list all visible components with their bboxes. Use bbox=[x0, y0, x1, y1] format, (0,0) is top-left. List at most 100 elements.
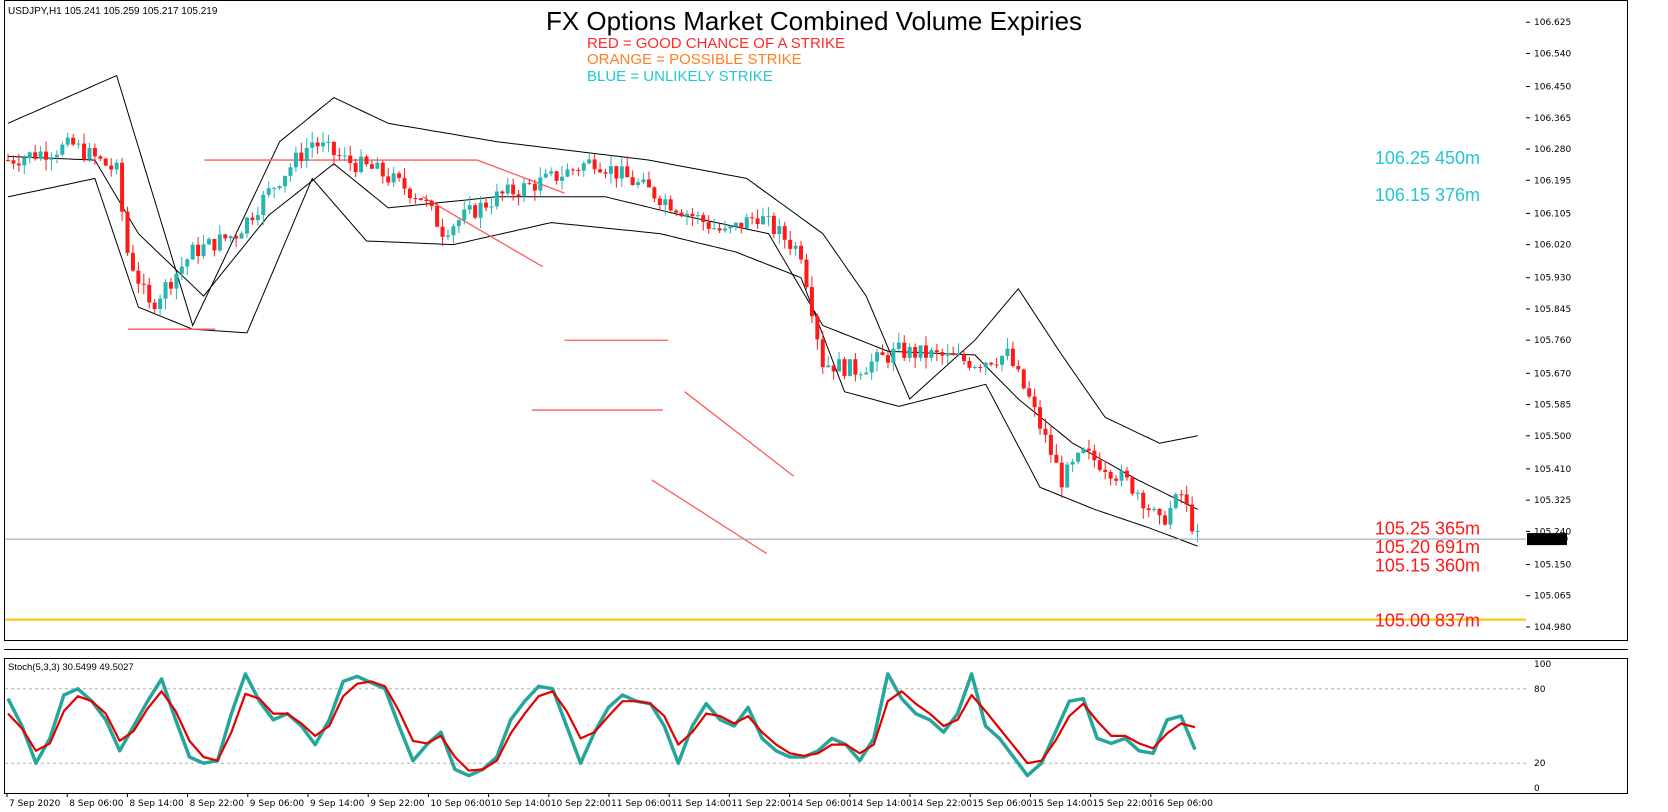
legend-red: RED = GOOD CHANCE OF A STRIKE bbox=[587, 35, 845, 52]
candle-body bbox=[913, 347, 918, 358]
candle-body bbox=[1146, 508, 1151, 511]
candle-body bbox=[120, 162, 125, 212]
candle-body bbox=[788, 239, 793, 249]
candle-body bbox=[299, 152, 304, 161]
price-tick-label: 106.365 bbox=[1534, 114, 1571, 124]
time-tick-label: 10 Sep 14:00 bbox=[491, 799, 551, 809]
legend-blue: BLUE = UNLIKELY STRIKE bbox=[587, 68, 773, 85]
price-tick-label: 105.325 bbox=[1534, 496, 1571, 506]
candle-body bbox=[185, 259, 190, 267]
candle-body bbox=[1070, 461, 1075, 465]
time-tick-label: 8 Sep 22:00 bbox=[190, 799, 245, 809]
trendline[interactable] bbox=[422, 196, 544, 268]
candle-body bbox=[1032, 396, 1037, 408]
candle-body bbox=[902, 342, 907, 358]
price-tick-label: 105.065 bbox=[1534, 592, 1571, 602]
candle-body bbox=[163, 282, 168, 299]
candle-body bbox=[576, 169, 581, 171]
candle-body bbox=[598, 169, 603, 173]
candle-body bbox=[136, 270, 141, 284]
time-tick-label: 11 Sep 22:00 bbox=[731, 799, 791, 809]
time-tick-label: 7 Sep 2020 bbox=[9, 799, 61, 809]
candle-body bbox=[603, 172, 608, 174]
candle-body bbox=[646, 179, 651, 188]
candle-body bbox=[842, 359, 847, 377]
candle-body bbox=[543, 173, 548, 178]
candle-body bbox=[744, 217, 749, 229]
candle-body bbox=[1130, 477, 1135, 494]
candle-body bbox=[413, 198, 418, 200]
candle-body bbox=[951, 353, 956, 356]
candle-body bbox=[1162, 515, 1167, 525]
candle-body bbox=[1000, 355, 1005, 365]
candle-body bbox=[98, 156, 103, 159]
stochastic-tick-label: 20 bbox=[1534, 759, 1546, 769]
candle-body bbox=[147, 284, 152, 303]
candle-body bbox=[179, 266, 184, 274]
candle-body bbox=[304, 147, 309, 161]
candle-body bbox=[1076, 452, 1081, 462]
candle-body bbox=[701, 215, 706, 222]
candle-body bbox=[1021, 369, 1026, 389]
candle-body bbox=[934, 350, 939, 353]
candle-body bbox=[1059, 462, 1064, 488]
candle-body bbox=[33, 152, 38, 159]
candle-body bbox=[793, 245, 798, 249]
candle-body bbox=[625, 166, 630, 178]
chart-title: FX Options Market Combined Volume Expiri… bbox=[546, 6, 1082, 36]
candle-body bbox=[538, 177, 543, 191]
candle-body bbox=[864, 372, 869, 375]
candle-body bbox=[326, 141, 331, 143]
candlesticks bbox=[6, 131, 1200, 543]
time-axis[interactable]: 7 Sep 2020 8 Sep 06:00 8 Sep 14:00 8 Sep 22… bbox=[6, 793, 1213, 809]
candle-body bbox=[527, 183, 532, 185]
candle-body bbox=[407, 188, 412, 199]
price-tick-label: 105.670 bbox=[1534, 369, 1571, 379]
candle-body bbox=[940, 352, 945, 356]
candle-body bbox=[168, 282, 173, 289]
candle-body bbox=[522, 183, 527, 197]
time-tick-label: 15 Sep 06:00 bbox=[972, 799, 1032, 809]
candle-body bbox=[723, 228, 727, 231]
candle-body bbox=[1005, 348, 1010, 356]
candle-body bbox=[516, 194, 521, 197]
candle-body bbox=[364, 156, 369, 165]
candle-body bbox=[706, 221, 711, 229]
time-tick-label: 11 Sep 06:00 bbox=[611, 799, 671, 809]
candle-body bbox=[891, 348, 896, 363]
stochastic-pane-frame bbox=[4, 658, 1628, 794]
candle-body bbox=[310, 142, 315, 148]
candle-body bbox=[923, 345, 928, 358]
bollinger-upper bbox=[7, 74, 1198, 444]
candle-body bbox=[103, 158, 108, 166]
time-tick-label: 14 Sep 22:00 bbox=[912, 799, 972, 809]
trendline[interactable] bbox=[684, 391, 795, 477]
price-axis[interactable]: 106.625 106.540 106.450 106.365 106.280 106.1… bbox=[1526, 18, 1571, 633]
candle-body bbox=[532, 183, 537, 191]
candle-body bbox=[315, 142, 320, 147]
candle-body bbox=[1048, 434, 1053, 455]
candle-body bbox=[565, 169, 570, 177]
candle-body bbox=[1103, 469, 1108, 472]
candle-body bbox=[272, 187, 277, 189]
strike-level-label: 105.25 365m bbox=[1375, 519, 1480, 539]
main-pane-frame bbox=[4, 0, 1628, 641]
candle-body bbox=[456, 220, 461, 227]
time-tick-label: 11 Sep 14:00 bbox=[671, 799, 731, 809]
candle-body bbox=[1135, 492, 1140, 494]
trendline[interactable] bbox=[477, 159, 565, 194]
candle-body bbox=[885, 355, 890, 363]
time-tick-label: 9 Sep 22:00 bbox=[370, 799, 425, 809]
strike-level-label: 106.25 450m bbox=[1375, 148, 1480, 168]
candle-body bbox=[549, 171, 554, 174]
price-tick-label: 105.410 bbox=[1534, 465, 1571, 475]
candle-body bbox=[196, 244, 201, 257]
candle-body bbox=[929, 350, 934, 358]
time-tick-label: 9 Sep 06:00 bbox=[250, 799, 305, 809]
candle-body bbox=[869, 361, 874, 373]
trendlines[interactable] bbox=[128, 159, 795, 554]
strike-level-label: 105.15 360m bbox=[1375, 555, 1480, 575]
trendline[interactable] bbox=[651, 479, 767, 554]
candle-body bbox=[690, 213, 695, 216]
